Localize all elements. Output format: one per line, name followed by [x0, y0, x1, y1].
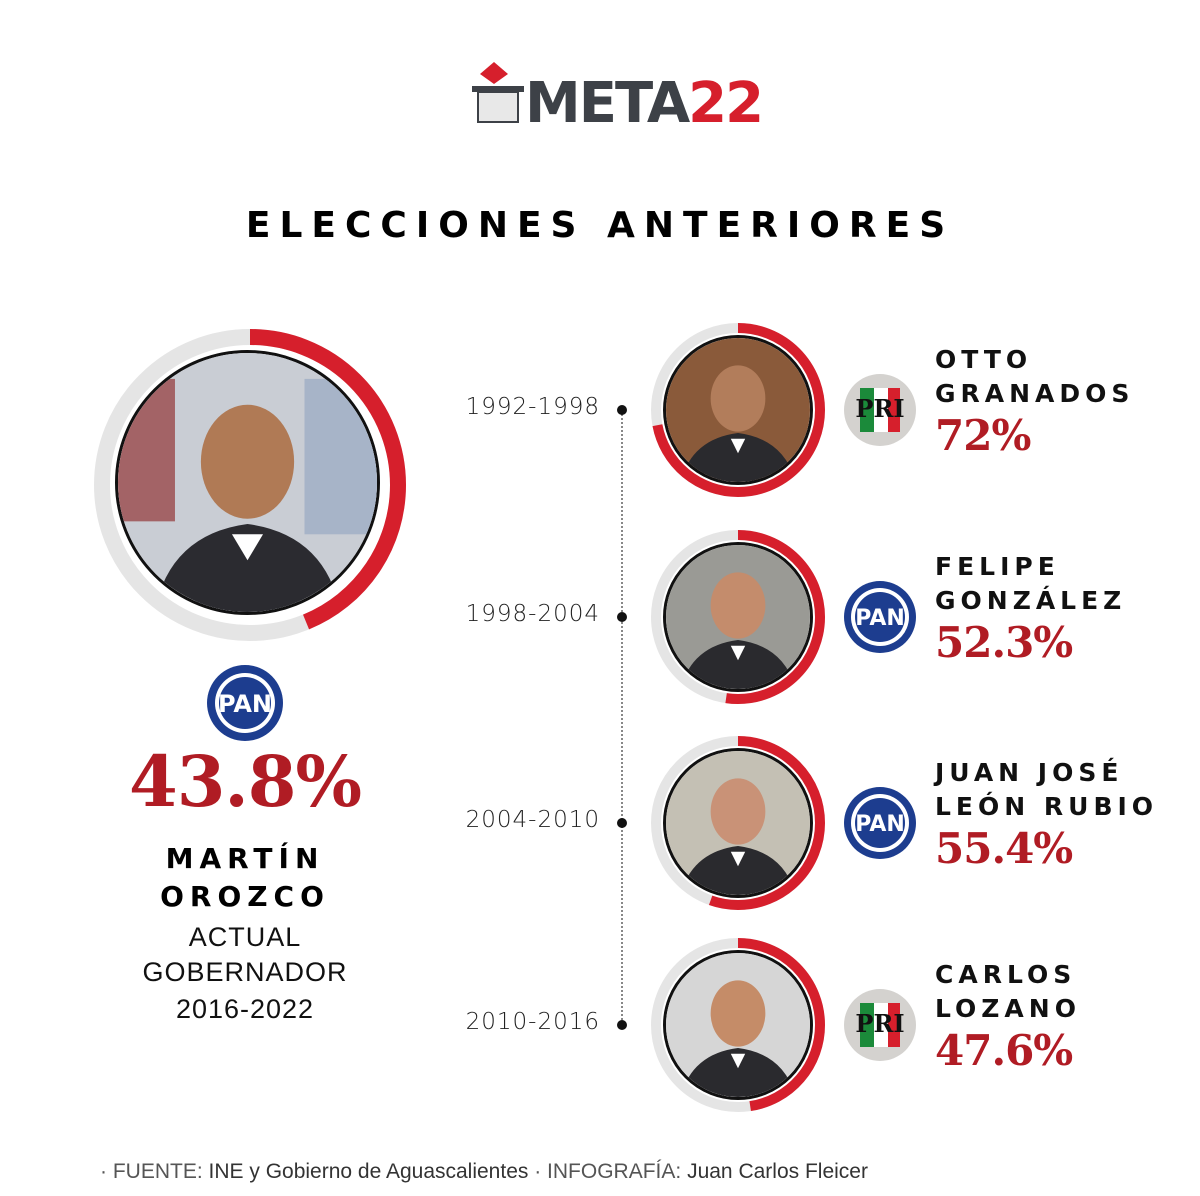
main-name-line1: MARTÍN	[165, 842, 325, 875]
period-label: 2010-2016	[465, 1009, 600, 1035]
candidate-percent: 47.6%	[935, 1026, 1073, 1075]
pri-label: PRI	[855, 1009, 904, 1038]
logo-word: META	[525, 71, 690, 136]
logo-year: 22	[688, 71, 764, 136]
pan-logo: PAN	[844, 787, 916, 859]
credit-label: · INFOGRAFÍA:	[534, 1160, 682, 1183]
pan-label: PAN	[855, 606, 905, 631]
source-value: INE y Gobierno de Aguascalientes	[208, 1160, 529, 1183]
candidate-percent: 52.3%	[935, 618, 1073, 667]
share-ring	[651, 938, 825, 1112]
timeline-line	[621, 410, 623, 1020]
main-percent: 43.8%	[128, 740, 362, 823]
pan-label: PAN	[218, 690, 272, 718]
main-candidate-photo	[115, 350, 380, 615]
pri-label: PRI	[855, 394, 904, 423]
candidate-name-line2: GRANADOS	[935, 379, 1135, 408]
portrait-photo-icon	[666, 338, 810, 482]
candidate-percent: 72%	[935, 411, 1031, 460]
candidate-name-line1: CARLOS	[935, 960, 1077, 989]
candidate-name-line1: FELIPE	[935, 552, 1060, 581]
timeline-dot	[617, 612, 627, 622]
candidate-photo	[663, 335, 813, 485]
share-ring	[651, 736, 825, 910]
portrait-photo-icon	[118, 353, 377, 612]
main-role-line1: ACTUAL	[188, 922, 302, 952]
main-pan-logo: PAN	[207, 665, 283, 741]
candidate-name-line2: LEÓN RUBIO	[935, 792, 1159, 821]
page-title: ELECCIONES ANTERIORES	[245, 205, 955, 246]
main-role-line2: GOBERNADOR	[142, 957, 348, 987]
portrait-photo-icon	[666, 953, 810, 1097]
pan-logo: PAN	[844, 581, 916, 653]
period-label: 2004-2010	[465, 807, 600, 833]
candidate-name-line2: LOZANO	[935, 994, 1081, 1023]
candidate-name-line1: OTTO	[935, 345, 1033, 374]
pri-logo: PRI	[844, 989, 916, 1061]
timeline-dot	[617, 1020, 627, 1030]
share-ring-arc	[651, 736, 825, 910]
portrait-photo-icon	[666, 545, 810, 689]
candidate-percent: 55.4%	[935, 824, 1073, 873]
share-ring	[651, 323, 825, 497]
main-term: 2016-2022	[175, 994, 315, 1024]
share-ring-arc	[651, 938, 825, 1112]
main-share-ring	[94, 329, 406, 641]
pan-label: PAN	[855, 812, 905, 837]
share-ring	[651, 530, 825, 704]
share-ring-arc	[651, 323, 825, 497]
pri-logo: PRI	[844, 374, 916, 446]
candidate-photo	[663, 542, 813, 692]
footer: · FUENTE: INE y Gobierno de Aguascalient…	[100, 1160, 868, 1184]
share-ring-arc	[651, 530, 825, 704]
meta22-logo: META22	[470, 60, 764, 140]
timeline-dot	[617, 405, 627, 415]
period-label: 1992-1998	[465, 394, 600, 420]
ballot-box-icon	[472, 62, 524, 123]
main-share-arc	[94, 329, 406, 641]
timeline-dot	[617, 818, 627, 828]
portrait-photo-icon	[666, 751, 810, 895]
main-name-line2: OROZCO	[160, 880, 330, 913]
period-label: 1998-2004	[465, 601, 600, 627]
source-label: · FUENTE:	[100, 1160, 203, 1183]
candidate-photo	[663, 748, 813, 898]
candidate-name-line2: GONZÁLEZ	[935, 586, 1127, 615]
credit-value: Juan Carlos Fleicer	[687, 1160, 868, 1183]
logo-wordmark: META22	[525, 71, 764, 136]
candidate-photo	[663, 950, 813, 1100]
candidate-name-line1: JUAN JOSÉ	[935, 758, 1124, 787]
